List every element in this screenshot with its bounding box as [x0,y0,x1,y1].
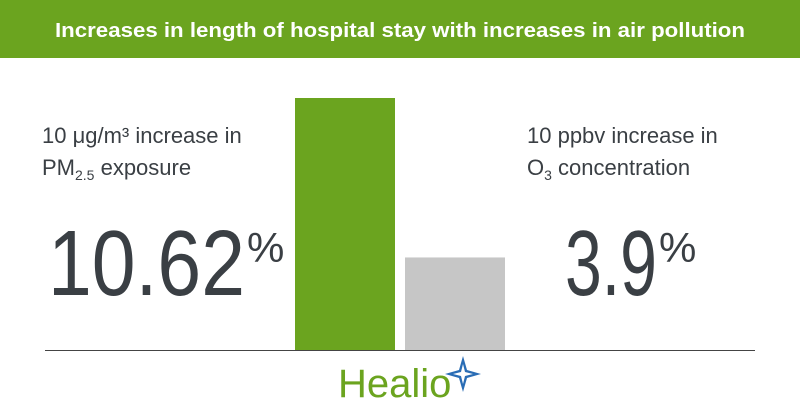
value-label: 10.62 [48,211,245,315]
category-label: O3 concentration [527,155,690,183]
unit-label: % [247,224,284,271]
unit-label: % [659,224,696,271]
category-line: 10 μg/m³ increase in [42,123,242,148]
header-band [0,0,800,58]
category-label: PM2.5 exposure [42,155,191,183]
bar [295,98,395,350]
category-line: 10 ppbv increase in [527,123,718,148]
subscript: 2.5 [75,167,95,183]
category-label: 10 ppbv increase in [527,123,718,148]
category-line: exposure [94,155,191,180]
value-label: 3.9 [565,211,657,315]
category-line: concentration [552,155,690,180]
bar [405,257,505,350]
logo-star-inner [453,364,473,384]
logo-star [445,356,481,392]
subscript: 3 [544,167,552,183]
category-label: 10 μg/m³ increase in [42,123,242,148]
logo-text: Healio [338,362,451,406]
chart-title: Increases in length of hospital stay wit… [55,20,745,42]
category-line: O [527,155,544,180]
category-line: PM [42,155,75,180]
